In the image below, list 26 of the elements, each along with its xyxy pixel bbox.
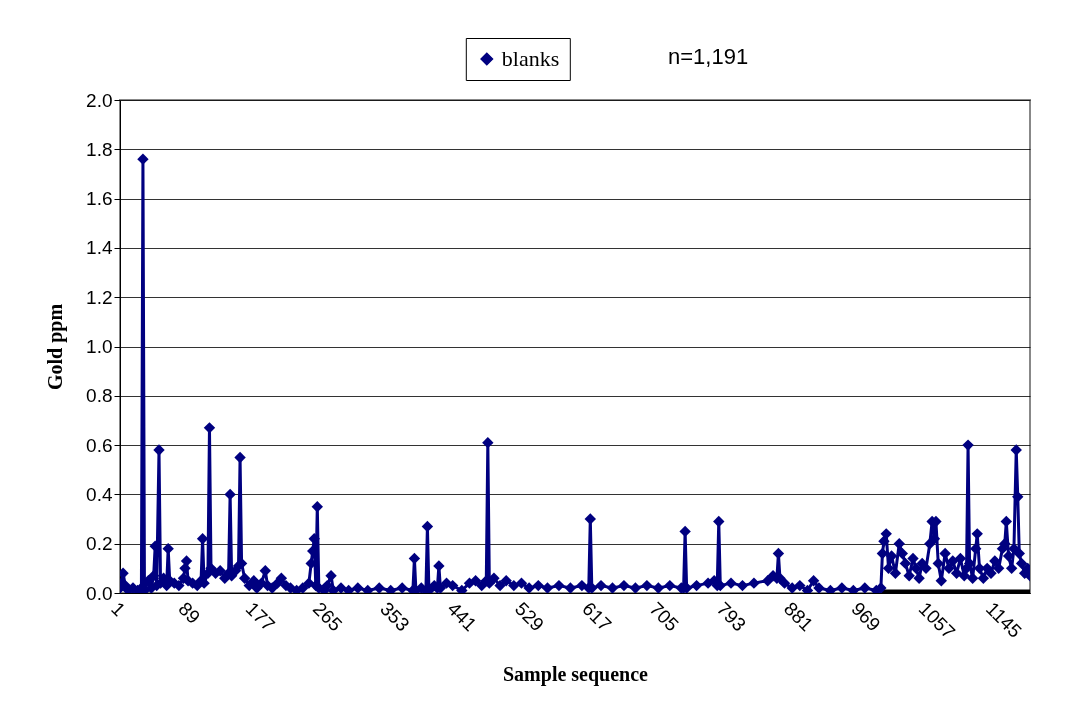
legend-label: blanks	[501, 46, 560, 71]
text: n=1,191	[668, 44, 749, 70]
x-tick-label: 705	[645, 598, 683, 636]
x-tick-label: 353	[376, 598, 414, 636]
x-tick-label: 177	[241, 598, 279, 636]
y-tick-label: 1.6	[86, 188, 113, 210]
x-axis-title: Sample sequence	[503, 662, 649, 686]
y-tick-label: 1.4	[86, 237, 113, 259]
x-tick-label: 793	[712, 598, 750, 636]
x-tick-label: 617	[578, 598, 616, 636]
x-tick-label: 441	[443, 598, 481, 636]
y-tick-label: 1.0	[86, 336, 113, 357]
x-tick-label: 265	[308, 598, 347, 636]
y-tick-label: 0.0	[86, 582, 113, 604]
y-tick-label: 1.2	[86, 286, 113, 308]
y-tick-label: 0.4	[86, 483, 113, 505]
x-tick-label: 529	[510, 598, 549, 636]
x-tick-label: 969	[847, 598, 885, 636]
y-tick-label: 0.8	[86, 385, 113, 407]
x-tick-label: 881	[780, 598, 818, 636]
y-tick-label: 0.6	[86, 434, 113, 456]
y-axis-title: Gold ppm	[44, 303, 68, 391]
y-tick-label: 0.2	[86, 533, 113, 555]
x-tick-label: 89	[174, 598, 205, 628]
y-tick-label: 1.8	[86, 138, 113, 160]
y-tick-label: 2.0	[86, 89, 113, 111]
